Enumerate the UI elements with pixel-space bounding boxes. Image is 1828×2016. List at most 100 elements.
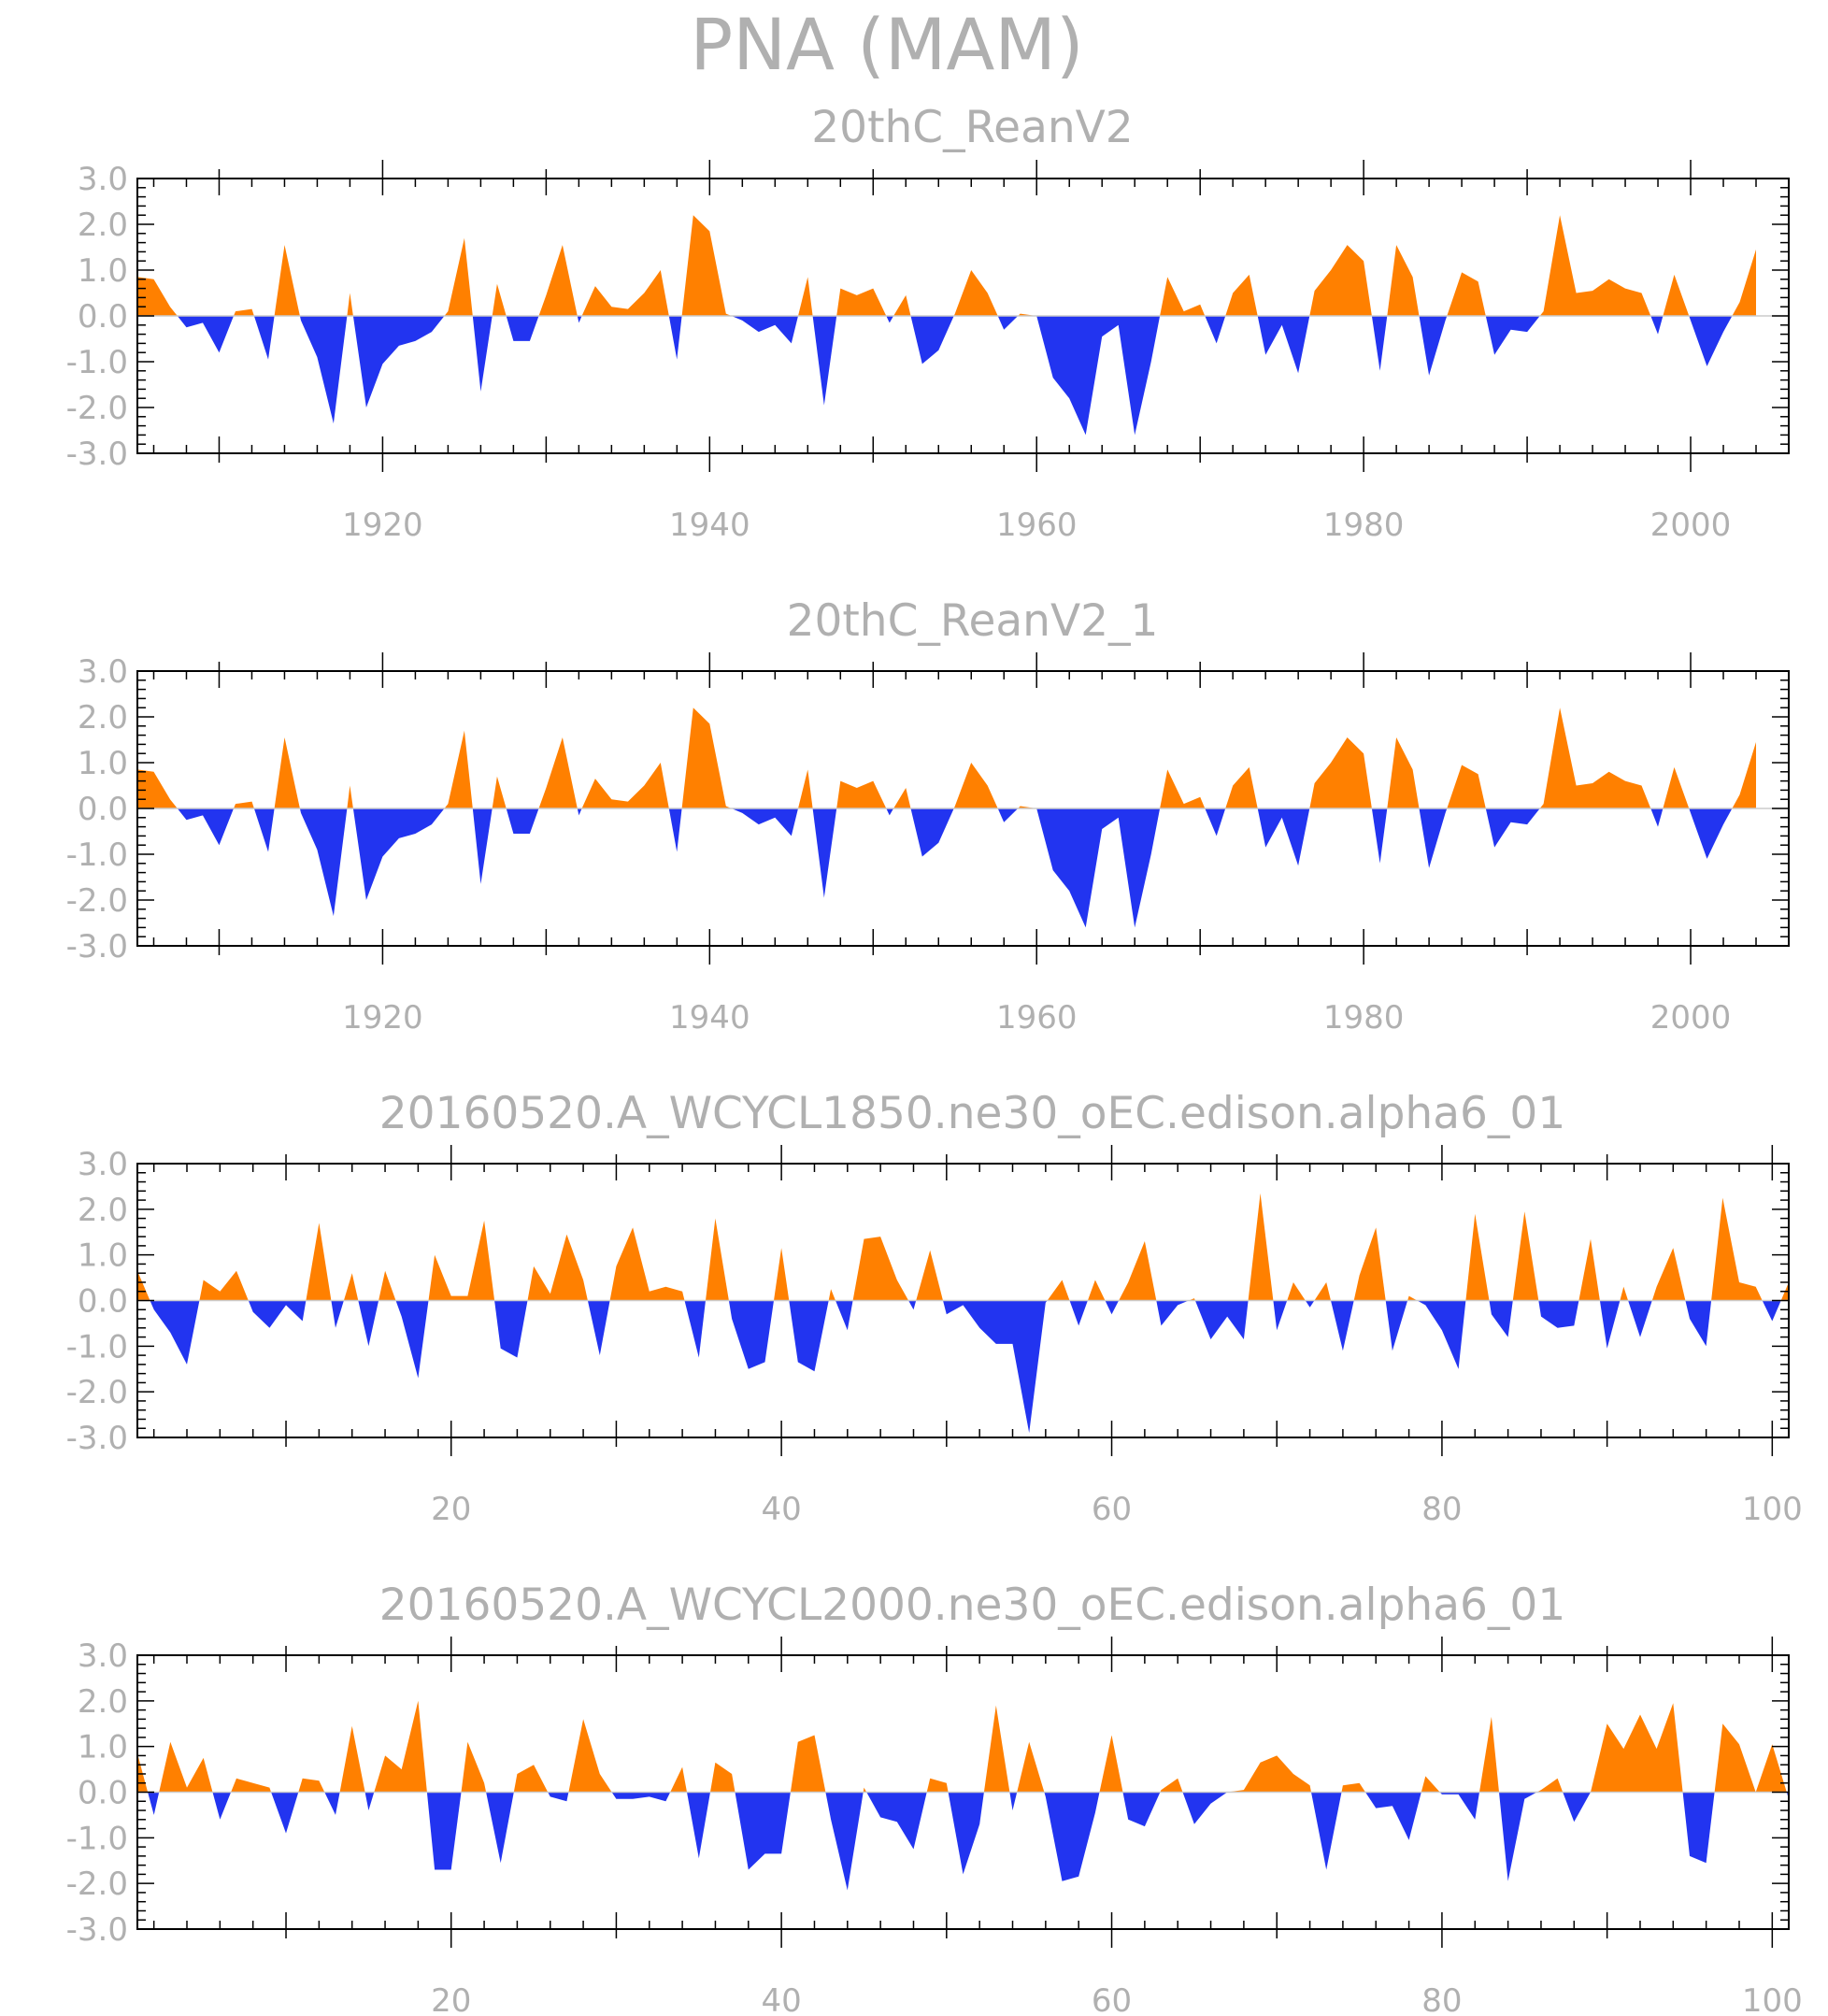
y-tick-label: 1.0 [78,745,128,782]
negative-area-7 [577,808,582,816]
positive-area-9 [568,1719,612,1793]
positive-area-2 [234,801,254,808]
x-tick-label: 1980 [1323,507,1405,544]
negative-area-20 [1650,316,1664,335]
positive-area-1 [137,277,178,316]
negative-area-23 [1563,1792,1607,1823]
positive-area-18 [1160,1778,1183,1793]
positive-area-10 [798,769,813,808]
x-tick-label: 80 [1421,1982,1462,2016]
positive-area-11 [828,1289,835,1301]
negative-area-3 [271,1792,299,1834]
panel-title: 20thC_ReanV2_1 [787,595,1159,647]
panel-1: 20thC_ReanV2 3.0 2.0 1.0 0.0 -1.0 -2.0 -3.0 1920… [66,102,1790,544]
positive-area-21 [1663,766,1690,808]
negative-area-3 [331,1300,344,1328]
negative-area-16 [1257,808,1310,866]
positive-area-5 [378,1270,396,1301]
positive-area-3 [306,1222,332,1301]
positive-area-18 [1248,1193,1274,1301]
negative-area-6 [506,808,539,834]
y-tick-label: -1.0 [66,344,128,381]
negative-area-17 [1122,1792,1161,1827]
negative-area-12 [908,1300,917,1310]
x-tick-label: 80 [1421,1491,1462,1528]
positive-area-25 [1714,1723,1787,1793]
negative-area-22 [1417,1300,1466,1369]
negative-area-9 [611,1792,671,1802]
positive-area-22 [1479,1716,1499,1793]
negative-area-6 [494,1300,528,1358]
positive-area-7 [538,245,578,316]
panel-3: 20160520.A_WCYCL1850.ne30_oEC.edison.alp… [66,1088,1803,1528]
positive-area-5 [444,237,473,316]
positive-area-21 [1663,274,1690,316]
negative-area-15 [1009,1792,1018,1810]
negative-area-2 [253,808,275,852]
positive-area-15 [983,1705,1010,1793]
negative-area-12 [825,1792,864,1891]
y-tick-label: 0.0 [78,1775,128,1812]
negative-area-21 [1439,1792,1479,1820]
negative-area-15 [1105,1300,1120,1315]
positive-area-21 [1353,1227,1386,1301]
negative-area-19 [1305,1300,1315,1308]
positive-area-7 [538,737,578,808]
negative-area-6 [506,316,539,341]
y-tick-label: 3.0 [78,1637,128,1675]
negative-area-8 [684,1300,706,1358]
positive-area-16 [1017,1741,1045,1793]
positive-area-16 [1119,1241,1157,1301]
positive-area-28 [1711,1197,1763,1301]
x-tick-label: 1960 [996,999,1078,1037]
x-tick-label: 20 [431,1491,471,1528]
y-tick-label: -1.0 [66,836,128,874]
x-tick-label: 1920 [342,999,423,1037]
negative-area-19 [1311,1792,1342,1870]
negative-area-5 [364,1792,375,1810]
negative-area-5 [395,1300,429,1379]
negative-area-20 [1365,1792,1421,1840]
x-tick-label: 1920 [342,507,423,544]
positive-area-1 [137,769,178,808]
positive-area-4 [347,785,353,808]
y-tick-label: 1.0 [78,1729,128,1766]
positive-area-4 [298,1778,325,1793]
positive-area-6 [374,1700,427,1793]
y-tick-label: 1.0 [78,252,128,290]
positive-area-22 [1407,1295,1418,1301]
y-tick-label: 2.0 [78,207,128,244]
y-tick-label: 2.0 [78,1192,128,1229]
positive-area-2 [234,308,254,316]
negative-area-11 [735,1792,791,1870]
positive-area-10 [798,277,813,316]
positive-area-15 [1087,1280,1106,1301]
negative-area-5 [472,808,493,884]
positive-area-5 [444,730,473,808]
negative-area-15 [1205,316,1226,344]
positive-area-24 [1591,1703,1683,1793]
panel-title: 20160520.A_WCYCL2000.ne30_oEC.edison.alp… [379,1580,1565,1631]
positive-area-9 [706,1218,729,1301]
negative-area-17 [1371,808,1388,864]
negative-area-10 [687,1792,710,1859]
positive-area-21 [1421,1776,1440,1793]
negative-area-10 [812,808,837,898]
negative-area-4 [358,1300,379,1347]
negative-area-9 [731,316,798,344]
negative-area-12 [910,808,954,857]
positive-area-23 [1536,1778,1564,1793]
negative-area-4 [352,316,445,407]
y-tick-label: -2.0 [66,1374,128,1411]
negative-area-8 [668,316,682,360]
positive-area-1 [137,1270,150,1301]
negative-area-20 [1331,1300,1354,1351]
y-tick-label: 0.0 [78,298,128,336]
positive-area-9 [681,708,732,808]
negative-area-1 [177,808,234,846]
positive-area-7 [527,1234,588,1301]
positive-area-13 [863,1787,867,1793]
positive-area-19 [1447,765,1486,808]
positive-area-2 [199,1270,249,1301]
negative-area-18 [1419,808,1448,868]
